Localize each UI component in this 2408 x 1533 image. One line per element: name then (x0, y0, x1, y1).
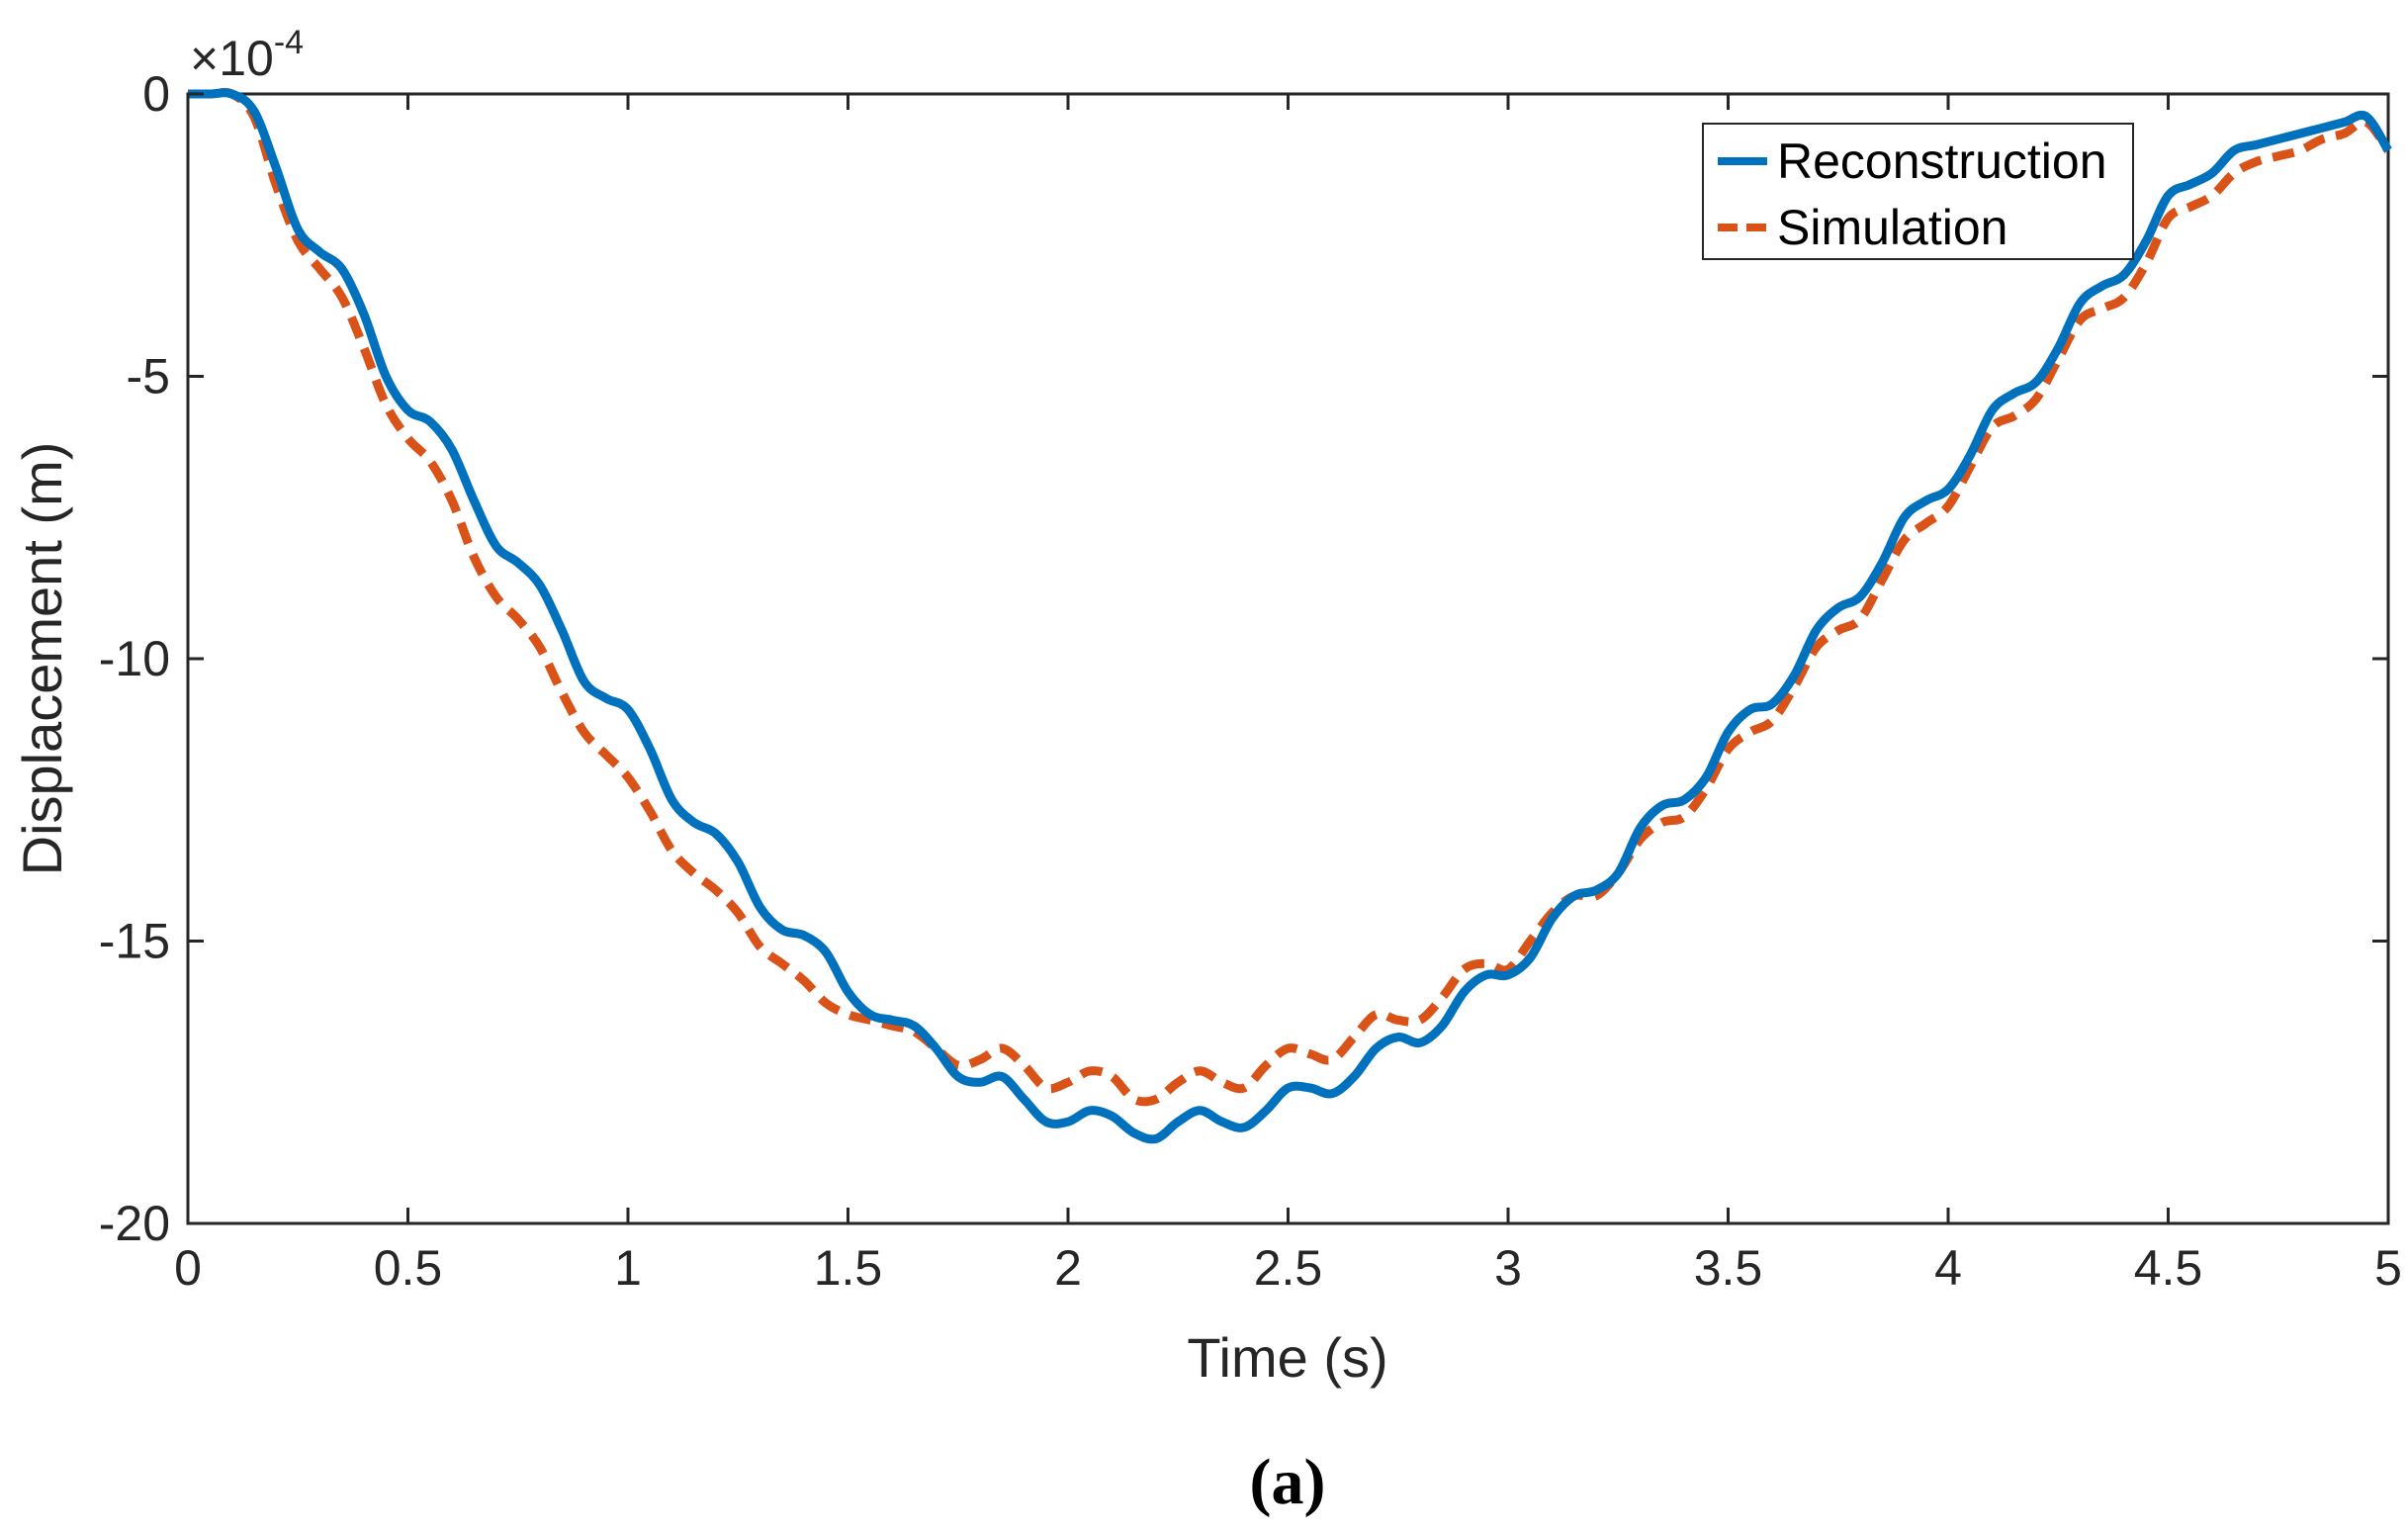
x-axis-label: Time (s) (1187, 1326, 1387, 1389)
plot-area (186, 92, 2390, 1225)
y-tick-label: -15 (99, 914, 170, 969)
y-exponent-power: -4 (274, 24, 304, 61)
y-tick-label: 0 (142, 66, 170, 122)
y-tick-label: -10 (99, 631, 170, 686)
ticks-layer: 0 0.5 1 1.5 2 2.5 3 3.5 4 4.5 5 0 -5 -10 -15 -20 (99, 66, 2402, 1296)
series-line-simulation (187, 87, 2392, 1107)
figure-caption: (a) (1250, 1446, 1326, 1518)
legend-label-simulation: Simulation (1777, 200, 2007, 255)
x-tick-label: 2 (1054, 1240, 1082, 1296)
series-layer (187, 87, 2392, 1144)
x-tick-label: 4 (1934, 1240, 1962, 1296)
y-tick-label: -20 (99, 1196, 170, 1251)
x-tick-label: 0.5 (374, 1240, 443, 1296)
legend-box (1702, 123, 2134, 260)
series-line-reconstruction (187, 88, 2392, 1144)
x-tick-label: 2.5 (1254, 1240, 1323, 1296)
x-tick-label: 3.5 (1694, 1240, 1763, 1296)
x-tick-label: 1 (614, 1240, 642, 1296)
x-tick-label: 5 (2374, 1240, 2402, 1296)
x-tick-label: 1.5 (814, 1240, 883, 1296)
legend-label-reconstruction: Reconstruction (1777, 134, 2107, 189)
x-tick-label: 3 (1494, 1240, 1522, 1296)
x-tick-label: 0 (174, 1240, 202, 1296)
y-exponent-label: ×10-4 (190, 24, 304, 86)
y-axis-label: Displacement (m) (11, 442, 73, 876)
x-tick-label: 4.5 (2134, 1240, 2203, 1296)
y-tick-label: -5 (127, 349, 170, 405)
legend: Reconstruction Simulation (1702, 123, 2134, 260)
